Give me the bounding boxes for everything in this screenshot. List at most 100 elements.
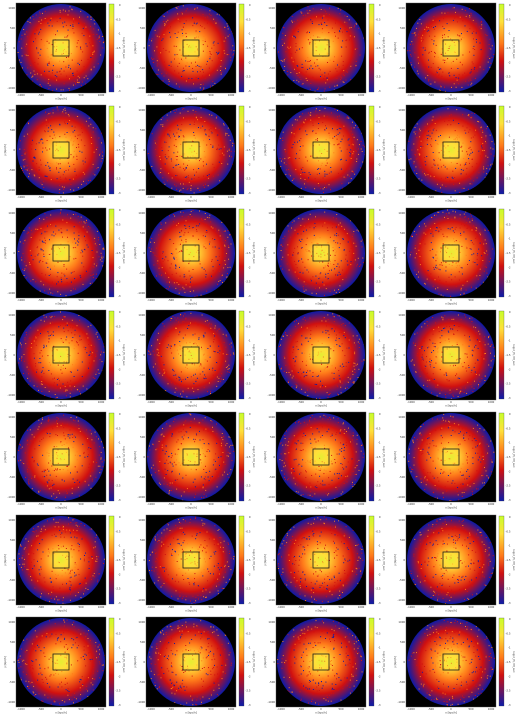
colorbar-tick-label: 0 — [119, 105, 121, 109]
colorbar-tick-label: -3 — [378, 191, 381, 195]
x-tick-label: -500 — [38, 195, 44, 199]
x-tick-label: 500 — [79, 707, 84, 711]
colorbar-tick-label: 0 — [119, 617, 121, 621]
x-axis-label: x [kpc/h] — [55, 97, 66, 101]
y-tick-label: -1000 — [267, 86, 275, 90]
x-axis-label: x [kpc/h] — [315, 608, 326, 612]
y-tick-label: -1000 — [7, 291, 15, 295]
y-tick-label: 500 — [10, 640, 15, 644]
colorbar-tick-label: -3 — [118, 396, 121, 400]
axes-frame — [405, 411, 497, 503]
x-tick-label: 1000 — [488, 298, 495, 302]
colorbar-tick-label: -2.5 — [115, 484, 120, 488]
colorbar-tick-label: -2 — [378, 163, 381, 167]
y-tick-label: 500 — [400, 538, 405, 542]
x-tick-label: -500 — [428, 400, 434, 404]
colorbar — [238, 515, 245, 604]
central-box — [52, 141, 70, 159]
colorbar-tick-label: -3 — [118, 601, 121, 605]
density-map: -1000 -500 0 500 1000 x [kpc/h] 1000 500 0 -500 -1… — [263, 207, 386, 305]
y-axis-label: y [kpc/h] — [3, 554, 7, 565]
y-tick-label: 1000 — [138, 415, 145, 419]
x-tick-label: -500 — [168, 93, 174, 97]
density-map-panel: -1000 -500 0 500 1000 x [kpc/h] 1000 500 0 -500 -1… — [260, 0, 390, 102]
colorbar-tick-label: -1 — [378, 236, 381, 240]
density-map-panel: -1000 -500 0 500 1000 x [kpc/h] 1000 500 0 -500 -1… — [260, 307, 390, 409]
y-tick-label: 500 — [400, 640, 405, 644]
colorbar-label: log(σ_P) / M_sun — [382, 447, 386, 469]
colorbar — [498, 106, 505, 195]
colorbar-tick-label: -2.5 — [375, 688, 380, 692]
x-tick-label: 0 — [190, 400, 192, 404]
colorbar-label: log(σ_P) / M_sun — [122, 447, 126, 469]
central-box — [182, 244, 200, 261]
y-tick-label: -1000 — [7, 86, 15, 90]
colorbar — [368, 515, 375, 604]
colorbar — [108, 413, 115, 502]
colorbar-tick-label: -2 — [378, 367, 381, 371]
x-tick-label: 0 — [60, 93, 62, 97]
colorbar-tick-label: -3 — [118, 703, 121, 707]
colorbar-tick-label: -2.5 — [505, 484, 510, 488]
central-box — [182, 551, 200, 568]
colorbar-tick-label: -0.5 — [375, 17, 380, 21]
y-tick-label: 1000 — [398, 6, 405, 10]
density-map-panel: -1000 -500 0 500 1000 x [kpc/h] 1000 500 0 -500 -1… — [260, 614, 390, 716]
colorbar-tick-label: -0.5 — [505, 222, 510, 226]
colorbar — [108, 208, 115, 297]
y-tick-label: 1000 — [268, 313, 275, 317]
colorbar-tick-label: 0 — [249, 617, 251, 621]
y-tick-label: -500 — [9, 66, 15, 70]
colorbar-label: log(σ_P) / M_sun — [512, 447, 516, 469]
y-tick-label: 1000 — [8, 620, 15, 624]
colorbar-tick-label: -2 — [118, 470, 121, 474]
colorbar-tick-label: -1 — [248, 441, 251, 445]
x-tick-label: 0 — [60, 707, 62, 711]
colorbar-tick-label: -1 — [248, 339, 251, 343]
colorbar-tick-label: -0.5 — [505, 17, 510, 21]
density-map-panel: -1000 -500 0 500 1000 x [kpc/h] 1000 500 0 -500 -1… — [130, 307, 260, 409]
density-map-panel: -1000 -500 0 500 1000 x [kpc/h] 1000 500 0 -500 -1… — [260, 102, 390, 204]
y-tick-label: -500 — [269, 373, 275, 377]
colorbar-tick-label: 0 — [119, 208, 121, 212]
density-map: -1000 -500 0 500 1000 x [kpc/h] 1000 500 0 -500 -1… — [393, 309, 516, 407]
x-tick-label: -1000 — [407, 93, 415, 97]
density-map-panel: -1000 -500 0 500 1000 x [kpc/h] 1000 500 0 -500 -1… — [390, 409, 520, 511]
colorbar-tick-label: -1.5 — [375, 660, 380, 664]
x-tick-label: 0 — [450, 93, 452, 97]
y-tick-label: -1000 — [137, 598, 145, 602]
colorbar — [368, 106, 375, 195]
x-tick-label: 0 — [320, 93, 322, 97]
y-tick-label: -500 — [399, 475, 405, 479]
colorbar-tick-label: -2.5 — [115, 688, 120, 692]
x-tick-label: 0 — [320, 400, 322, 404]
y-tick-label: 500 — [140, 333, 145, 337]
colorbar — [238, 413, 245, 502]
density-map: -1000 -500 0 500 1000 x [kpc/h] 1000 500 0 -500 -1… — [3, 514, 126, 612]
y-tick-label: -500 — [139, 680, 145, 684]
x-tick-label: 0 — [320, 195, 322, 199]
colorbar — [498, 617, 505, 706]
y-axis-label: y [kpc/h] — [393, 145, 397, 156]
axes-frame — [275, 309, 367, 401]
colorbar-tick-label: -2 — [118, 572, 121, 576]
density-map: -1000 -500 0 500 1000 x [kpc/h] 1000 500 0 -500 -1… — [133, 309, 256, 407]
colorbar-label: log(σ_P) / M_sun — [512, 651, 516, 673]
y-tick-label: -500 — [9, 475, 15, 479]
colorbar-tick-label: -0.5 — [505, 427, 510, 431]
y-tick-label: 0 — [403, 455, 405, 459]
colorbar-tick-label: -1.5 — [375, 251, 380, 255]
x-tick-label: -500 — [38, 605, 44, 609]
y-axis-label: y [kpc/h] — [393, 349, 397, 360]
colorbar-tick-label: -1 — [508, 441, 511, 445]
colorbar-tick-label: -0.5 — [115, 427, 120, 431]
colorbar-tick-label: -1 — [118, 645, 121, 649]
x-axis-label: x [kpc/h] — [55, 301, 66, 305]
colorbar-tick-label: -0.5 — [505, 120, 510, 124]
colorbar-tick-label: -1 — [118, 236, 121, 240]
density-map: -1000 -500 0 500 1000 x [kpc/h] 1000 500 0 -500 -1… — [3, 411, 126, 510]
density-map-panel: -1000 -500 0 500 1000 x [kpc/h] 1000 500 0 -500 -1… — [390, 0, 520, 102]
particle-field — [147, 312, 235, 399]
density-map-panel: -1000 -500 0 500 1000 x [kpc/h] 1000 500 0 -500 -1… — [0, 102, 130, 204]
colorbar-tick-label: 0 — [249, 3, 251, 7]
